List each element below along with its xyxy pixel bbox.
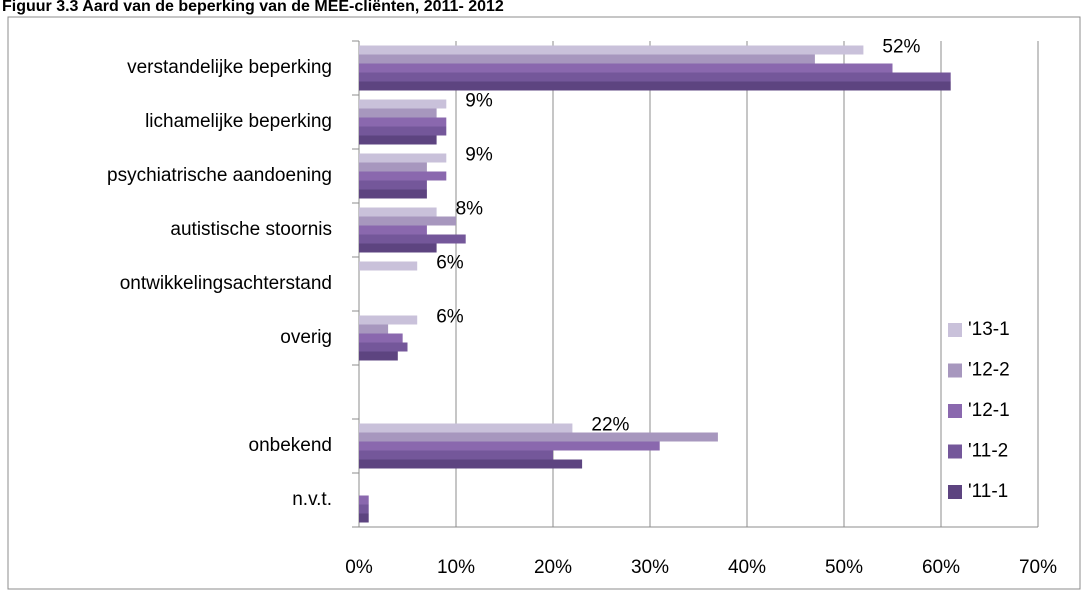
data-label: 6% bbox=[436, 253, 464, 274]
bar bbox=[359, 315, 418, 325]
bar bbox=[359, 225, 427, 235]
bar bbox=[359, 189, 427, 199]
x-tick-label: 60% bbox=[922, 557, 960, 578]
x-tick-label: 70% bbox=[1019, 557, 1057, 578]
legend-swatch bbox=[948, 444, 962, 459]
bar bbox=[359, 459, 583, 469]
bar bbox=[359, 351, 398, 361]
bar bbox=[359, 180, 427, 190]
bar bbox=[359, 261, 418, 271]
x-tick-label: 0% bbox=[345, 557, 373, 578]
bar bbox=[359, 153, 447, 163]
y-tick-label: n.v.t. bbox=[292, 489, 332, 510]
x-tick-label: 40% bbox=[728, 557, 766, 578]
bar bbox=[359, 135, 437, 145]
bar bbox=[359, 162, 427, 172]
bar bbox=[359, 513, 369, 523]
bar bbox=[359, 441, 660, 451]
legend-label: '12-1 bbox=[968, 400, 1010, 421]
y-tick-label: ontwikkelingsachterstand bbox=[120, 273, 332, 294]
x-tick-label: 30% bbox=[631, 557, 669, 578]
data-label: 8% bbox=[456, 199, 484, 220]
legend-label: '13-1 bbox=[968, 319, 1010, 340]
bar bbox=[359, 450, 553, 460]
bar bbox=[359, 45, 864, 55]
bar bbox=[359, 108, 437, 118]
bar bbox=[359, 81, 951, 91]
data-label: 9% bbox=[465, 91, 493, 112]
chart-title: Figuur 3.3 Aard van de beperking van de … bbox=[2, 0, 504, 15]
y-tick-label: lichamelijke beperking bbox=[145, 111, 332, 132]
legend-label: '11-1 bbox=[968, 481, 1008, 502]
bar bbox=[359, 216, 456, 226]
bar bbox=[359, 342, 408, 352]
bar bbox=[359, 432, 718, 442]
y-tick-label: overig bbox=[280, 327, 332, 348]
bar bbox=[359, 234, 466, 244]
x-tick-label: 50% bbox=[825, 557, 863, 578]
chart-frame bbox=[7, 16, 1081, 590]
legend-swatch bbox=[948, 485, 962, 499]
bar bbox=[359, 324, 389, 334]
legend-swatch bbox=[948, 404, 962, 418]
bar bbox=[359, 207, 437, 217]
data-label: 52% bbox=[882, 37, 920, 58]
legend-swatch bbox=[948, 323, 962, 337]
bar bbox=[359, 63, 893, 73]
y-tick-label: autistische stoornis bbox=[170, 219, 332, 240]
x-tick-label: 10% bbox=[437, 557, 475, 578]
legend-swatch bbox=[948, 363, 962, 378]
bar bbox=[359, 72, 951, 82]
bar bbox=[359, 495, 369, 505]
bar bbox=[359, 333, 403, 343]
legend-label: '11-2 bbox=[968, 441, 1008, 462]
bar bbox=[359, 171, 447, 181]
y-tick-label: psychiatrische aandoening bbox=[107, 165, 332, 186]
x-tick-label: 20% bbox=[534, 557, 572, 578]
bar bbox=[359, 423, 573, 433]
bar bbox=[359, 117, 447, 127]
y-tick-label: verstandelijke beperking bbox=[127, 57, 332, 78]
bar bbox=[359, 504, 369, 514]
data-label: 9% bbox=[465, 145, 493, 166]
bar bbox=[359, 243, 437, 253]
y-tick-label: onbekend bbox=[249, 435, 332, 456]
legend-label: '12-2 bbox=[968, 360, 1010, 381]
data-label: 6% bbox=[436, 307, 464, 328]
bar bbox=[359, 99, 447, 109]
bar bbox=[359, 54, 815, 64]
data-label: 22% bbox=[591, 415, 629, 436]
bar bbox=[359, 126, 447, 136]
